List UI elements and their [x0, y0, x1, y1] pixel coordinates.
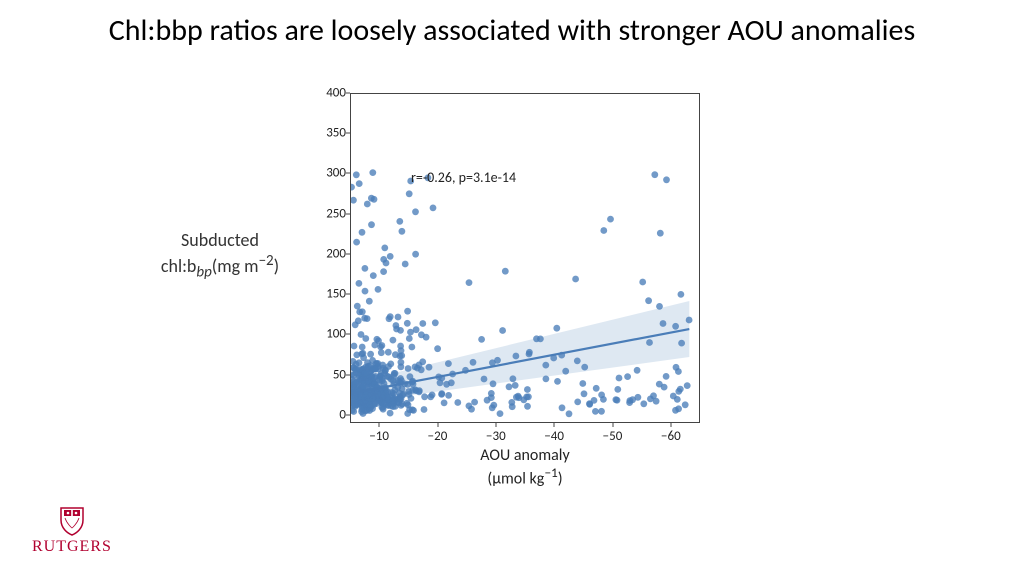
y-axis-label: Subducted chl:bbp(mg m−2)	[150, 230, 290, 281]
xtick-label: −10	[369, 429, 389, 444]
ytick	[346, 133, 350, 134]
slide-title: Chl:bbp ratios are loosely associated wi…	[0, 14, 1024, 49]
ylabel-line1: Subducted	[150, 230, 290, 252]
ytick-label: 400	[312, 86, 346, 101]
xtick-label: −60	[661, 429, 681, 444]
xtick	[612, 423, 613, 427]
ylabel-line2: chl:bbp(mg m−2)	[150, 252, 290, 282]
slide: Chl:bbp ratios are loosely associated wi…	[0, 0, 1024, 576]
xtick	[554, 423, 555, 427]
ytick	[346, 253, 350, 254]
ytick-label: 250	[312, 206, 346, 221]
ytick-label: 50	[312, 367, 346, 382]
rutgers-logo: RUTGERS	[32, 506, 112, 556]
ytick	[346, 414, 350, 415]
ytick	[346, 173, 350, 174]
ytick-label: 100	[312, 327, 346, 342]
ytick-label: 300	[312, 166, 346, 181]
ytick	[346, 93, 350, 94]
plot-area: r=-0.26, p=3.1e-14	[350, 93, 700, 423]
plot-svg	[351, 94, 701, 424]
ytick	[346, 334, 350, 335]
xtick	[437, 423, 438, 427]
logo-text: RUTGERS	[32, 538, 112, 556]
xtick	[495, 423, 496, 427]
shield-icon	[59, 506, 85, 536]
xtick-label: −40	[544, 429, 564, 444]
scatter-chart: r=-0.26, p=3.1e-14 0 50 100 150 200 250 300 350…	[300, 85, 720, 480]
stats-annotation: r=-0.26, p=3.1e-14	[411, 169, 516, 186]
xtick	[670, 423, 671, 427]
x-axis-label: AOU anomaly (µmol kg−1)	[350, 447, 700, 489]
xtick-label: −30	[486, 429, 506, 444]
xtick-label: −50	[603, 429, 623, 444]
xtick	[379, 423, 380, 427]
ytick	[346, 374, 350, 375]
ytick	[346, 213, 350, 214]
ytick-label: 200	[312, 246, 346, 261]
ytick-label: 350	[312, 126, 346, 141]
xtick-label: −20	[428, 429, 448, 444]
ytick-label: 0	[312, 407, 346, 422]
ytick	[346, 294, 350, 295]
ytick-label: 150	[312, 287, 346, 302]
